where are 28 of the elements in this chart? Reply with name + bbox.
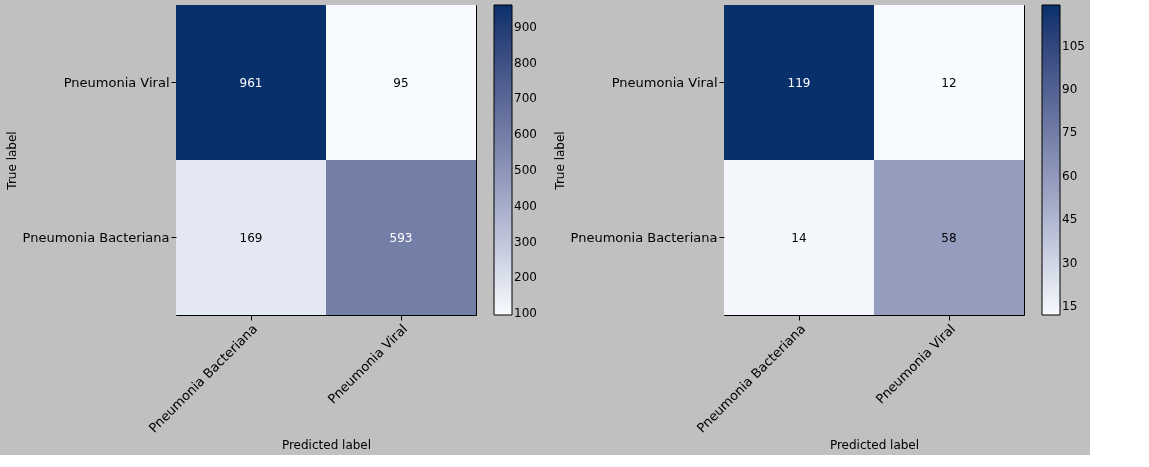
data-label: 14 bbox=[791, 230, 807, 245]
color-bar-label: 400 bbox=[514, 198, 537, 213]
data-label: 119 bbox=[787, 75, 811, 90]
color-bar-label: 45 bbox=[1062, 212, 1078, 227]
color-bar-label: 75 bbox=[1062, 125, 1078, 140]
color-bar-label: 500 bbox=[514, 163, 537, 178]
data-label: 593 bbox=[389, 230, 413, 245]
data-label: 169 bbox=[239, 230, 263, 245]
y-axis-title: True label bbox=[552, 131, 567, 191]
color-bar-label: 700 bbox=[514, 91, 537, 106]
color-bar-label: 30 bbox=[1062, 255, 1078, 270]
color-bar-label: 105 bbox=[1062, 38, 1085, 53]
color-bar-label: 900 bbox=[514, 19, 537, 34]
color-bar-label: 200 bbox=[514, 270, 537, 285]
y-axis-title: True label bbox=[4, 131, 19, 191]
color-bar-label: 90 bbox=[1062, 82, 1078, 97]
data-label: 12 bbox=[941, 75, 957, 90]
color-bar-label: 15 bbox=[1062, 299, 1078, 314]
data-label: 961 bbox=[239, 75, 263, 90]
data-label: 95 bbox=[393, 75, 409, 90]
color-bar-label: 600 bbox=[514, 127, 537, 142]
color-bar-label: 300 bbox=[514, 234, 537, 249]
x-axis-title: Predicted label bbox=[829, 437, 920, 452]
color-bar-label: 100 bbox=[514, 306, 537, 321]
color-bar-label: 60 bbox=[1062, 168, 1078, 183]
x-axis-title: Predicted label bbox=[281, 437, 372, 452]
data-label: 58 bbox=[941, 230, 957, 245]
color-bar-label: 800 bbox=[514, 55, 537, 70]
